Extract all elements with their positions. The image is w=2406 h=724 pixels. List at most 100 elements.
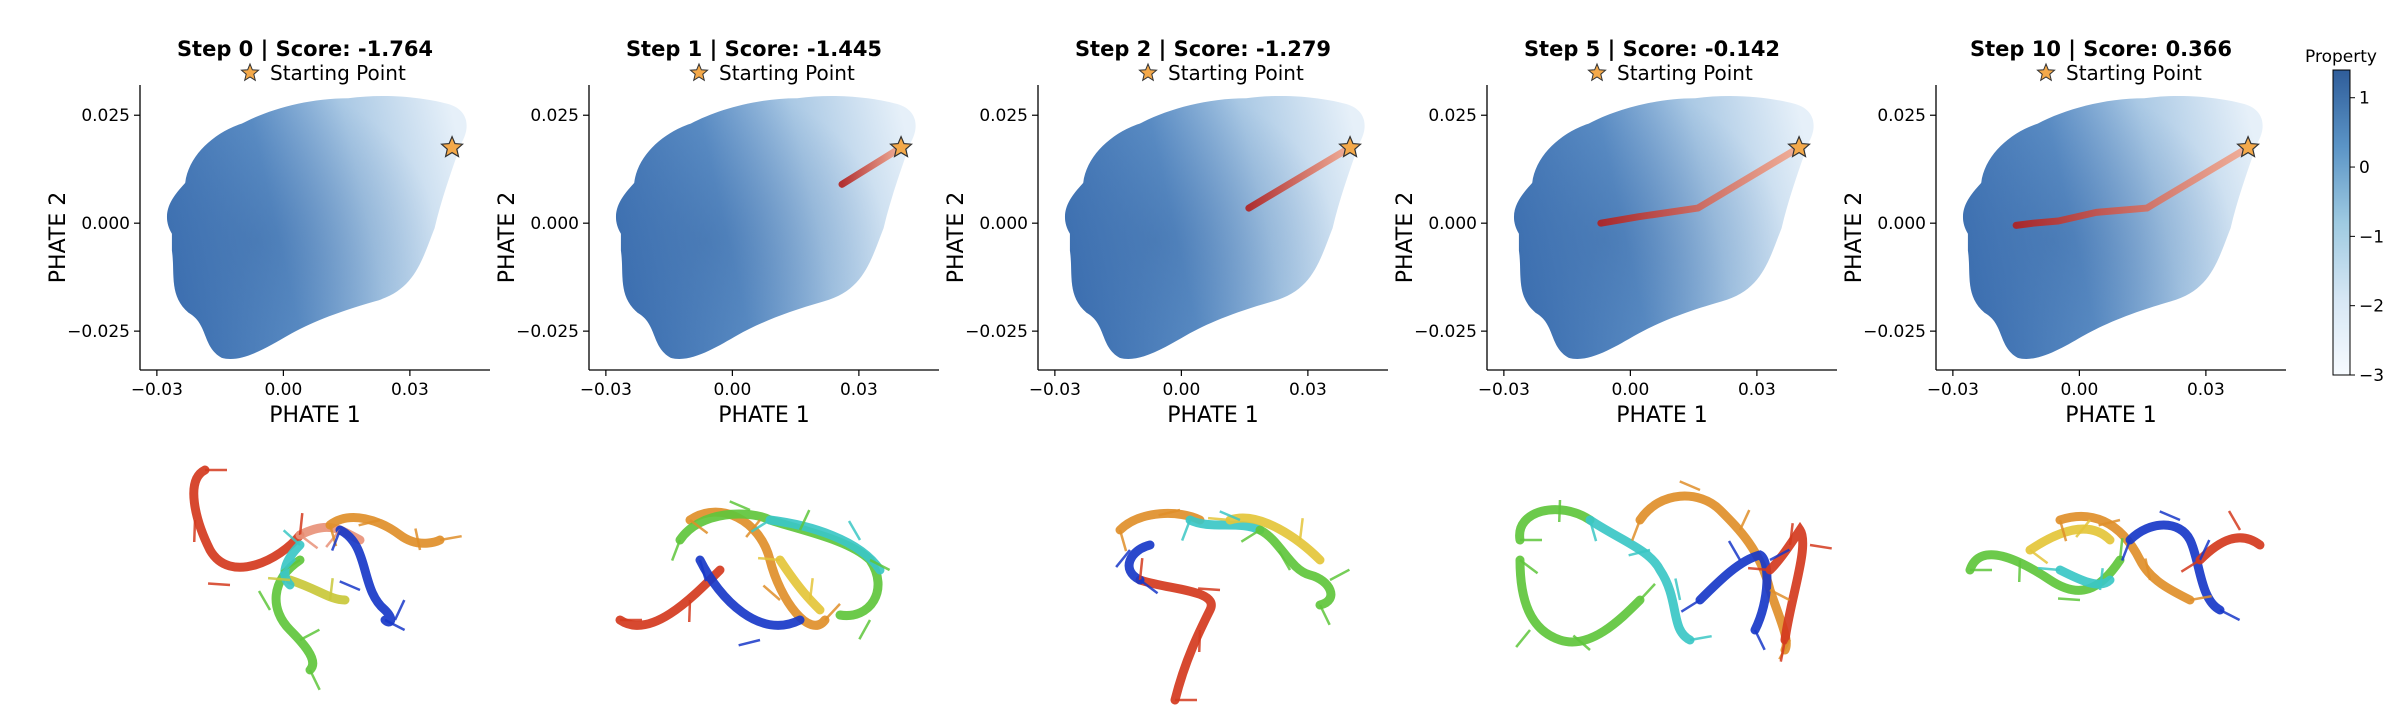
base-stick	[257, 590, 272, 611]
y-tick-label: −0.025	[965, 322, 1028, 342]
x-tick-label: 0.03	[1738, 380, 1776, 400]
base-stick	[1519, 559, 1539, 575]
backbone-segment	[2055, 511, 2195, 605]
start-point-star	[1787, 135, 1811, 158]
base-stick	[689, 519, 709, 535]
colorbar-gradient	[2332, 69, 2351, 376]
legend-star-icon	[2036, 62, 2056, 82]
base-stick	[1139, 579, 1159, 595]
base-stick	[192, 519, 197, 543]
base-stick	[798, 509, 811, 531]
base-stick	[1197, 587, 1221, 592]
base-stick	[1515, 629, 1531, 648]
rna-structure-2	[1115, 508, 1351, 705]
start-point-star	[440, 135, 464, 158]
colorbar-tick-label: −3	[2359, 366, 2384, 386]
y-tick-label: 0.025	[1877, 106, 1926, 126]
base-stick	[1588, 519, 1598, 542]
x-axis-label: PHATE 1	[2065, 403, 2156, 428]
base-stick	[745, 519, 761, 538]
base-stick	[1329, 568, 1351, 582]
base-stick	[1639, 583, 1656, 601]
backbone-segment	[1585, 515, 1695, 645]
legend-star-icon	[1587, 62, 1607, 82]
embedding-shade	[1962, 95, 2263, 359]
base-stick	[1747, 566, 1771, 572]
embedding-cloud	[1513, 95, 1814, 359]
y-tick-label: 0.025	[1428, 106, 1477, 126]
base-stick	[393, 599, 406, 621]
base-stick	[1118, 529, 1128, 552]
base-stick	[858, 619, 872, 640]
legend: Starting Point	[2036, 61, 2202, 85]
backbone-segment	[2025, 524, 2115, 555]
rna-structure-3	[1515, 480, 1832, 662]
base-stick	[1727, 540, 1742, 561]
embedding-cloud	[615, 95, 916, 359]
base-stick	[1277, 550, 1292, 571]
x-tick-label: 0.03	[840, 380, 878, 400]
base-stick	[414, 528, 422, 551]
backbone-segment	[285, 575, 350, 605]
base-stick	[1809, 543, 1832, 550]
base-stick	[1298, 518, 1304, 541]
base-stick	[1680, 598, 1701, 613]
base-stick	[1180, 519, 1192, 541]
base-stick	[328, 578, 334, 601]
base-stick	[2219, 608, 2241, 622]
panel-title: Step 5 | Score: -0.142	[1524, 37, 1780, 62]
base-stick	[384, 618, 406, 632]
base-stick	[2058, 519, 2068, 542]
base-stick	[1318, 604, 1331, 626]
y-tick-label: 0.025	[81, 106, 130, 126]
base-stick	[824, 603, 841, 621]
x-tick-label: 0.00	[713, 380, 751, 400]
backbone-segment	[1225, 513, 1325, 565]
legend-star-icon	[689, 62, 709, 82]
colorbar-tick-label: 0	[2359, 158, 2370, 178]
base-stick	[1779, 639, 1787, 662]
trajectory-line	[1245, 144, 1354, 212]
base-stick	[762, 584, 781, 601]
base-stick	[1689, 634, 1712, 642]
embedding-cloud	[166, 95, 467, 359]
x-tick-label: 0.00	[264, 380, 302, 400]
base-stick	[299, 534, 319, 550]
x-tick-label: −0.03	[1927, 380, 1979, 400]
x-tick-label: 0.00	[1162, 380, 1200, 400]
legend-label: Starting Point	[1168, 61, 1304, 85]
colorbar-tick-label: 1	[2359, 89, 2370, 109]
base-stick	[1138, 557, 1144, 581]
embedding-shade	[166, 95, 467, 359]
y-tick-label: 0.025	[979, 106, 1028, 126]
base-stick	[308, 669, 321, 691]
base-stick	[757, 556, 781, 562]
base-stick	[1219, 510, 1241, 522]
base-stick	[2075, 519, 2091, 538]
y-tick-label: 0.000	[81, 214, 130, 234]
base-stick	[2029, 549, 2049, 565]
base-stick	[1674, 578, 1682, 601]
start-point-star	[1338, 135, 1362, 158]
x-tick-label: −0.03	[580, 380, 632, 400]
backbone-segment	[335, 525, 396, 627]
backbone-segment	[189, 465, 305, 572]
panel-title: Step 0 | Score: -1.764	[177, 37, 433, 62]
base-stick	[439, 534, 462, 542]
trajectory-line	[2012, 144, 2252, 229]
legend-label: Starting Point	[719, 61, 855, 85]
base-stick	[808, 578, 814, 601]
backbone-segment	[1185, 515, 1265, 535]
legend-label: Starting Point	[1617, 61, 1753, 85]
backbone-segment	[1515, 555, 1645, 647]
base-stick	[2118, 537, 2124, 561]
backbone-segment	[1765, 521, 1808, 645]
y-axis-label: PHATE 2	[1842, 192, 1867, 283]
x-tick-label: −0.03	[1029, 380, 1081, 400]
base-stick	[2180, 558, 2201, 573]
backbone-segment	[2195, 533, 2265, 565]
base-stick	[2037, 566, 2061, 572]
